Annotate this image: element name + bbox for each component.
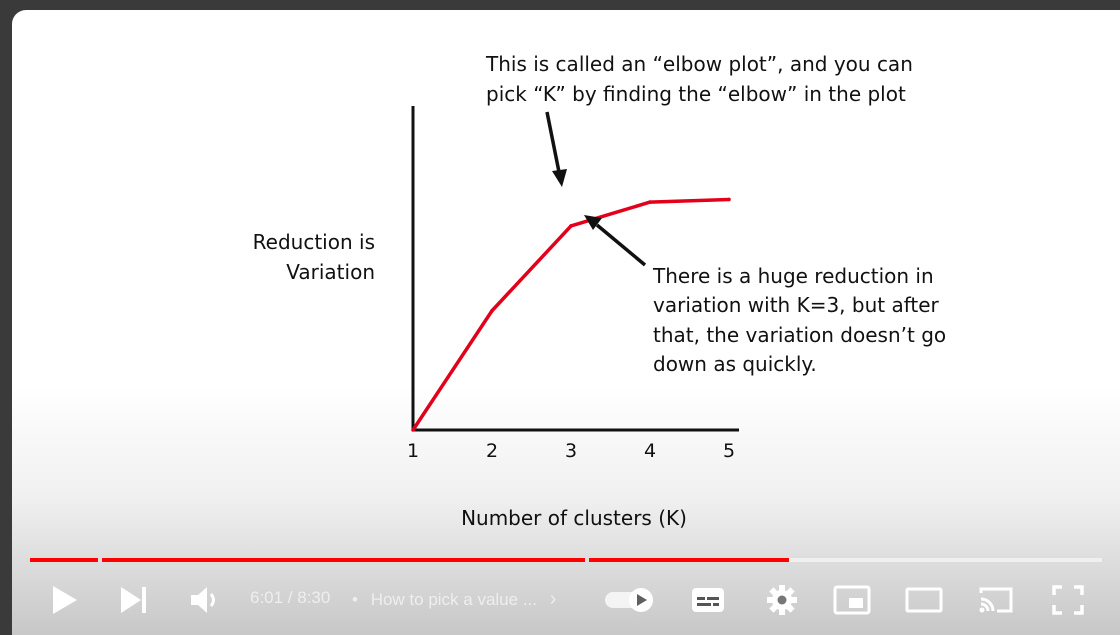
- callout-top-line1: This is called an “elbow plot”, and you …: [485, 52, 913, 76]
- theater-mode-button[interactable]: [902, 582, 946, 618]
- separator-dot: •: [352, 590, 358, 609]
- y-axis-label-line1: Reduction is: [253, 230, 375, 254]
- progress-bar[interactable]: [30, 558, 1102, 562]
- x-tick-label-5: 5: [723, 440, 735, 462]
- chapter-title-button[interactable]: • How to pick a value ... ›: [352, 588, 556, 611]
- subtitles-icon: [692, 588, 724, 612]
- next-icon: [121, 587, 146, 613]
- y-axis-label-line2: Variation: [286, 260, 375, 284]
- series-line: [411, 197, 731, 432]
- data-point-k2: [490, 308, 494, 313]
- cast-icon: [979, 587, 1013, 613]
- next-button[interactable]: [116, 582, 152, 618]
- x-tick-label-3: 3: [565, 440, 577, 462]
- callout-right-line1: There is a huge reduction in: [652, 264, 934, 288]
- miniplayer-button[interactable]: [830, 582, 874, 618]
- play-icon: [53, 586, 77, 614]
- played-progress-1: [30, 558, 98, 562]
- arrow-top: [545, 111, 567, 187]
- callout-right-line3: that, the variation doesn’t go: [653, 323, 946, 347]
- cast-button[interactable]: [974, 582, 1018, 618]
- fullscreen-icon: [1052, 585, 1084, 615]
- video-frame[interactable]: This is called an “elbow plot”, and you …: [12, 10, 1120, 635]
- data-point-k3: [569, 224, 573, 228]
- x-tick-label-2: 2: [486, 440, 498, 462]
- arrow-right: [584, 215, 647, 267]
- played-progress-2: [102, 558, 585, 562]
- video-player[interactable]: This is called an “elbow plot”, and you …: [12, 10, 1120, 635]
- x-tick-label-4: 4: [644, 440, 656, 462]
- callout-top-line2: pick “K” by finding the “elbow” in the p…: [486, 82, 906, 106]
- chapter-segment-3[interactable]: [589, 558, 1102, 562]
- settings-button[interactable]: [762, 582, 802, 618]
- play-button[interactable]: [46, 582, 82, 618]
- data-point-k1: [411, 428, 415, 432]
- x-tick-label-1: 1: [407, 440, 419, 462]
- data-point-k4: [648, 200, 652, 204]
- settings-icon: [767, 585, 797, 615]
- x-ticks: 1 2 3 4 5: [407, 440, 735, 462]
- volume-icon: [191, 587, 215, 613]
- time-display: 6:01 / 8:30: [250, 588, 331, 607]
- subtitles-button[interactable]: [688, 582, 728, 618]
- callout-right-line2: variation with K=3, but after: [653, 293, 940, 317]
- played-progress-3: [589, 558, 789, 562]
- data-point-k5: [727, 197, 731, 202]
- autoplay-toggle[interactable]: [602, 582, 658, 618]
- autoplay-toggle-icon: [605, 588, 653, 612]
- chevron-right-icon: ›: [549, 588, 557, 610]
- theater-icon: [905, 587, 943, 613]
- callout-right-line4: down as quickly.: [653, 352, 817, 376]
- miniplayer-icon: [833, 585, 871, 615]
- player-controls: 6:01 / 8:30 • How to pick a value ... ›: [12, 572, 1120, 628]
- volume-button[interactable]: [186, 582, 226, 618]
- fullscreen-button[interactable]: [1048, 582, 1088, 618]
- chapter-title: How to pick a value ...: [370, 590, 537, 609]
- x-axis-label: Number of clusters (K): [461, 506, 687, 530]
